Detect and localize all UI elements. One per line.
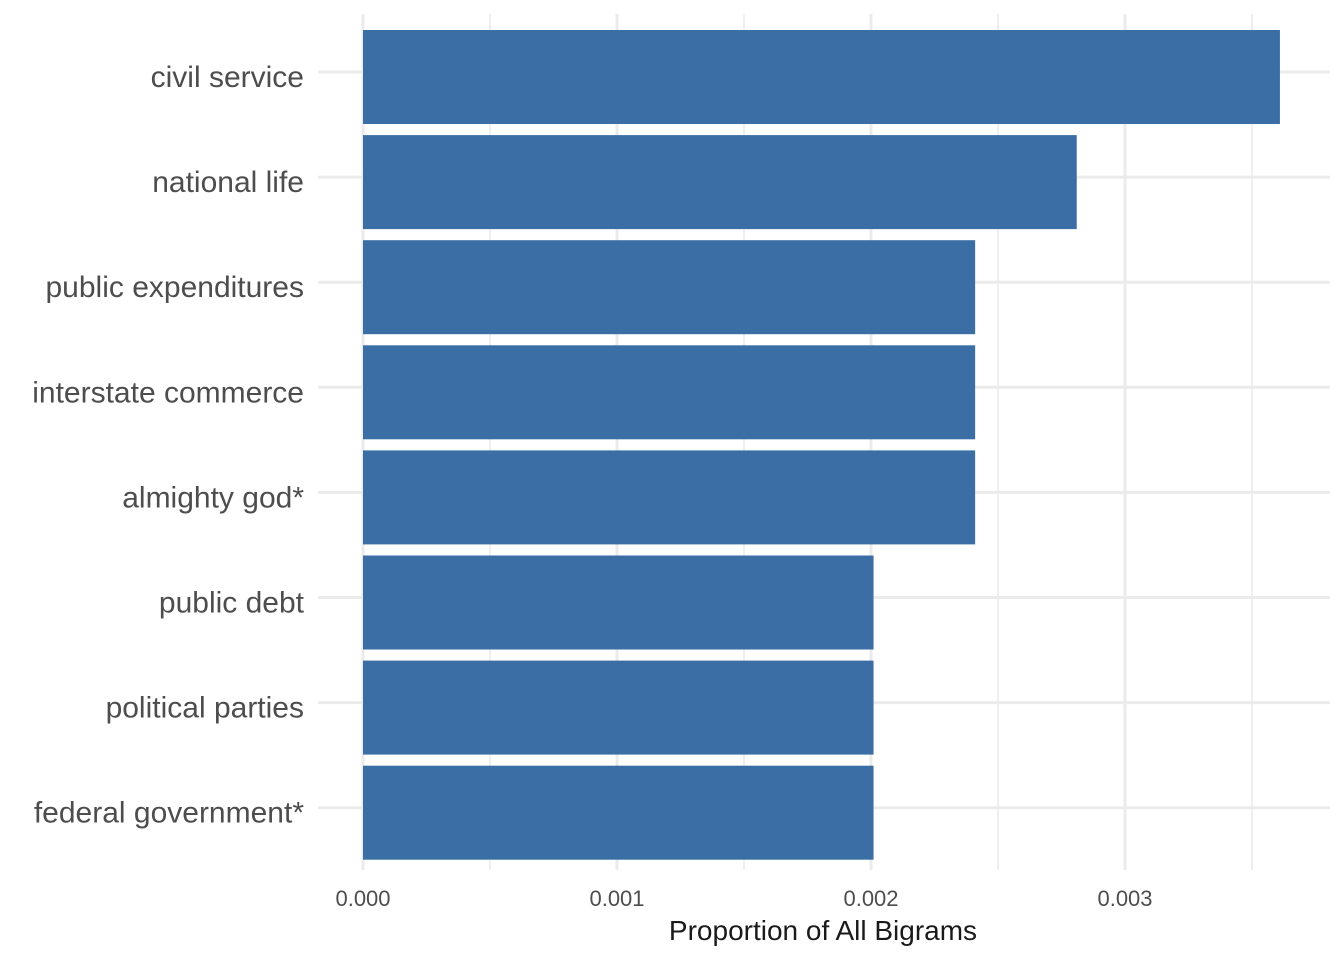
bar <box>363 345 976 440</box>
bar <box>363 240 976 335</box>
x-tick-label: 0.002 <box>843 886 898 911</box>
category-label: interstate commerce <box>32 376 304 409</box>
category-label: public debt <box>159 587 305 620</box>
bar <box>363 135 1077 230</box>
bar <box>363 450 976 545</box>
category-label: civil service <box>151 61 304 94</box>
category-label: almighty god* <box>122 481 304 514</box>
x-tick-label: 0.003 <box>1097 886 1152 911</box>
x-tick-label: 0.001 <box>589 886 644 911</box>
bar <box>363 660 874 755</box>
x-tick-label: 0.000 <box>335 886 390 911</box>
category-labels: civil service national life public expendi… <box>32 61 304 830</box>
x-axis-title: Proportion of All Bigrams <box>669 915 977 946</box>
bar <box>363 30 1280 124</box>
category-label: public expenditures <box>45 271 304 304</box>
category-label: political parties <box>106 692 304 725</box>
bars <box>363 30 1280 860</box>
category-label: federal government* <box>34 797 304 830</box>
x-tick-labels: 0.000 0.001 0.002 0.003 <box>335 886 1152 911</box>
bar <box>363 555 874 650</box>
bar <box>363 765 874 860</box>
category-label: national life <box>152 166 304 199</box>
